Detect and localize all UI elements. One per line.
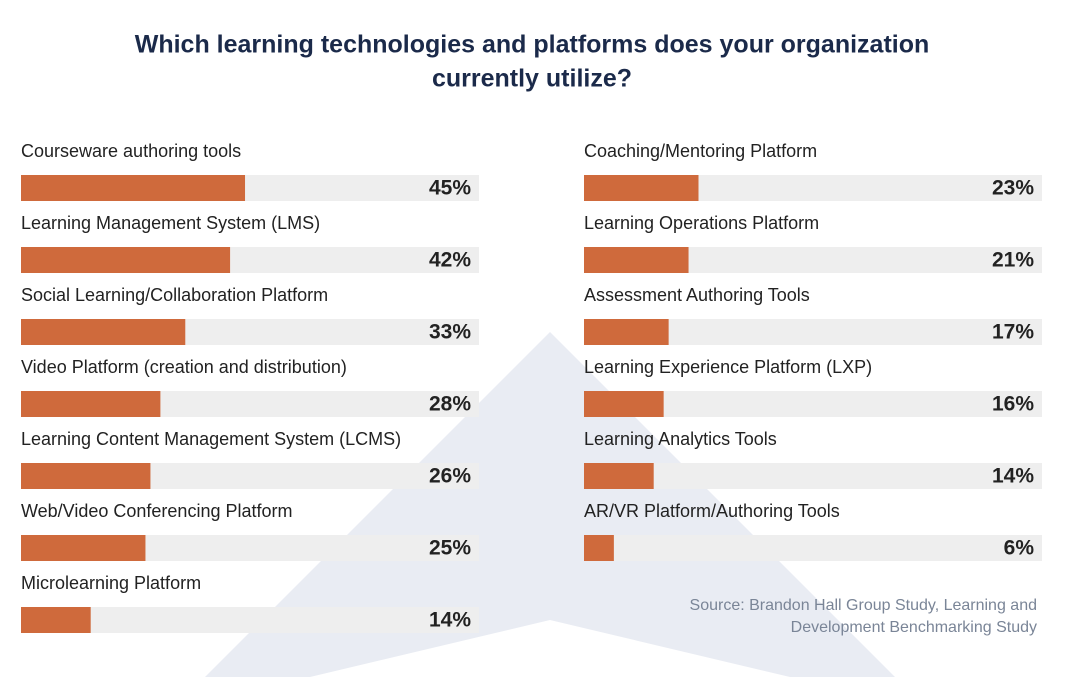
bar: [584, 391, 664, 417]
source: Source: Brandon Hall Group Study, Learni…: [690, 597, 1037, 614]
category-label: Learning Analytics Tools: [584, 429, 777, 449]
bar: [584, 175, 699, 201]
category-label: Learning Management System (LMS): [21, 213, 320, 233]
value-label: 42%: [429, 249, 471, 272]
value-label: 33%: [429, 321, 471, 344]
bar-track: [21, 607, 479, 633]
category-label: AR/VR Platform/Authoring Tools: [584, 501, 840, 521]
chart-title: currently utilize?: [432, 65, 632, 93]
category-label: Learning Experience Platform (LXP): [584, 357, 872, 377]
category-label: Coaching/Mentoring Platform: [584, 141, 817, 161]
bar: [21, 463, 151, 489]
bar: [584, 319, 669, 345]
bar: [21, 391, 161, 417]
bar: [21, 175, 246, 201]
category-label: Social Learning/Collaboration Platform: [21, 285, 328, 305]
value-label: 28%: [429, 393, 471, 416]
value-label: 6%: [1004, 537, 1035, 560]
category-label: Video Platform (creation and distributio…: [21, 357, 347, 377]
value-label: 21%: [992, 249, 1034, 272]
source: Development Benchmarking Study: [791, 619, 1037, 636]
bar: [21, 319, 186, 345]
chart-title: Which learning technologies and platform…: [135, 31, 930, 59]
category-label: Assessment Authoring Tools: [584, 285, 810, 305]
bar: [584, 247, 689, 273]
value-label: 14%: [992, 465, 1034, 488]
background-chevron: [205, 332, 895, 677]
bar: [21, 535, 146, 561]
category-label: Learning Operations Platform: [584, 213, 819, 233]
value-label: 23%: [992, 177, 1034, 200]
bar: [21, 247, 231, 273]
category-label: Microlearning Platform: [21, 573, 201, 593]
value-label: 17%: [992, 321, 1034, 344]
bar-track: [584, 463, 1042, 489]
value-label: 26%: [429, 465, 471, 488]
category-label: Learning Content Management System (LCMS…: [21, 429, 401, 449]
bar: [584, 535, 614, 561]
bar: [21, 607, 91, 633]
category-label: Web/Video Conferencing Platform: [21, 501, 293, 521]
value-label: 16%: [992, 393, 1034, 416]
value-label: 14%: [429, 609, 471, 632]
bar: [584, 463, 654, 489]
bar-track: [584, 535, 1042, 561]
value-label: 25%: [429, 537, 471, 560]
value-label: 45%: [429, 177, 471, 200]
category-label: Courseware authoring tools: [21, 141, 241, 161]
